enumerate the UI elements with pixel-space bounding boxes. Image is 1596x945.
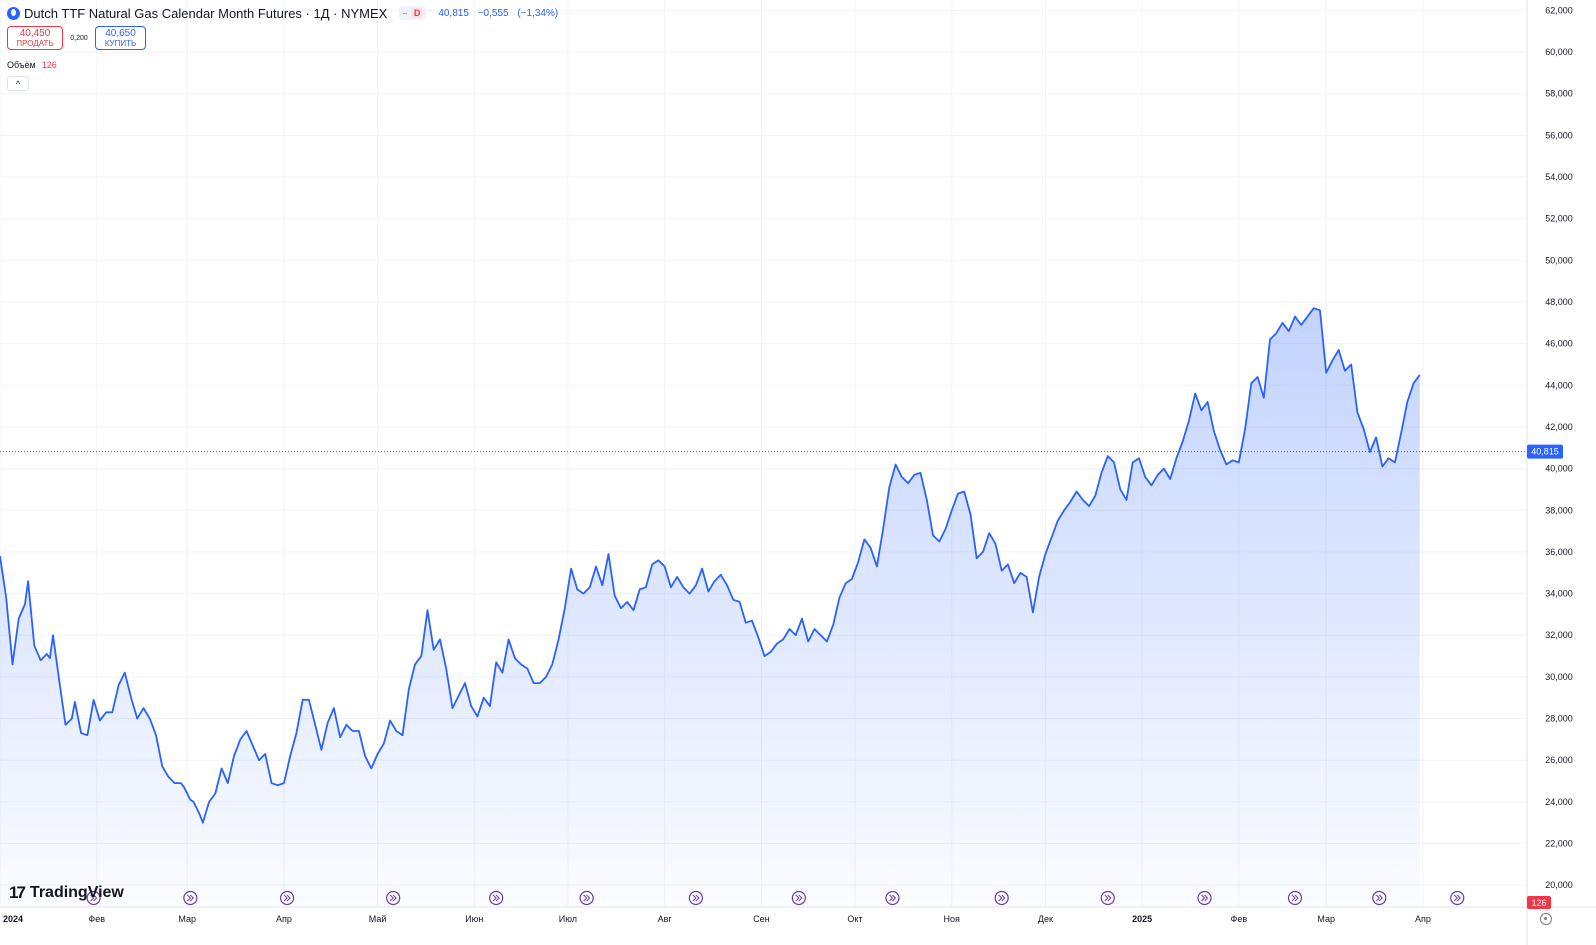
price-tick-label: 32,000 xyxy=(1545,630,1573,640)
price-tick-label: 50,000 xyxy=(1545,255,1573,265)
price-tick-label: 26,000 xyxy=(1545,755,1573,765)
time-tick-label: Фев xyxy=(88,914,105,924)
price-tick-label: 62,000 xyxy=(1545,5,1573,15)
symbol-title[interactable]: Dutch TTF Natural Gas Calendar Month Fut… xyxy=(24,5,388,21)
time-tick-label: Апр xyxy=(1415,914,1431,924)
roll-arrow-icon xyxy=(583,894,591,902)
last-price-value: 40,815 xyxy=(438,7,469,19)
price-tick-label: 48,000 xyxy=(1545,297,1573,307)
time-tick-label: Фев xyxy=(1231,914,1248,924)
time-tick-label: Окт xyxy=(847,914,862,924)
symbol-drop-icon xyxy=(7,6,20,20)
price-tick-label: 42,000 xyxy=(1545,422,1573,432)
time-axis[interactable]: 2024 Фев Мар Апр Май Июн Июл Авг Сен Окт Ноя Дек 202… xyxy=(3,914,1431,924)
settings-gear-icon[interactable] xyxy=(1540,913,1552,925)
price-tick-label: 36,000 xyxy=(1545,547,1573,557)
price-tick-label: 46,000 xyxy=(1545,339,1573,349)
price-tick-label: 58,000 xyxy=(1545,89,1573,99)
volume-last-badge xyxy=(1527,896,1551,909)
price-change-percent: (−1,34%) xyxy=(517,7,559,19)
trade-buttons: 40,450 ПРОДАТЬ 0,200 40,650 КУПИТЬ xyxy=(7,26,146,50)
time-tick-label: Ноя xyxy=(944,914,961,924)
price-area-fill xyxy=(0,308,1420,906)
roll-arrow-icon xyxy=(1201,894,1209,902)
sell-price: 40,450 xyxy=(19,27,51,39)
volume-last-badge-text: 126 xyxy=(1531,898,1546,908)
price-tick-label: 52,000 xyxy=(1545,214,1573,224)
time-tick-label: 2024 xyxy=(3,914,23,924)
sell-button[interactable]: 40,450 ПРОДАТЬ xyxy=(7,26,63,50)
last-price-badge xyxy=(1527,444,1563,459)
roll-arrow-icon xyxy=(692,894,700,902)
price-tick-label: 30,000 xyxy=(1545,672,1573,682)
roll-arrow-icon xyxy=(283,894,291,902)
spread-value: 0,200 xyxy=(70,34,88,42)
time-tick-label: Сен xyxy=(753,914,770,924)
time-tick-label: Апр xyxy=(276,914,292,924)
roll-arrow-icon xyxy=(492,894,500,902)
roll-arrow-icon xyxy=(389,894,397,902)
status-pill[interactable]: ∙∙∙ D xyxy=(399,6,427,20)
roll-arrow-icon xyxy=(889,894,897,902)
time-tick-label: Июл xyxy=(559,914,577,924)
price-tick-label: 44,000 xyxy=(1545,380,1573,390)
price-tick-label: 56,000 xyxy=(1545,130,1573,140)
price-change-value: −0,555 xyxy=(477,7,509,19)
chart-legend: Dutch TTF Natural Gas Calendar Month Fut… xyxy=(7,4,564,22)
volume-legend[interactable]: Объём 126 xyxy=(7,60,57,70)
time-tick-label: Май xyxy=(369,914,387,924)
time-tick-label: Мар xyxy=(178,914,196,924)
time-tick-label: Мар xyxy=(1317,914,1335,924)
buy-label: КУПИТЬ xyxy=(104,38,137,48)
price-tick-label: 28,000 xyxy=(1545,714,1573,724)
price-tick-label: 60,000 xyxy=(1545,47,1573,57)
roll-arrow-icon xyxy=(1104,894,1112,902)
buy-price: 40,650 xyxy=(105,27,136,39)
dots-icon: ∙∙∙ xyxy=(402,8,407,18)
price-tick-label: 38,000 xyxy=(1545,505,1573,515)
roll-arrow-icon xyxy=(1291,894,1299,902)
volume-legend-label: Объём xyxy=(7,60,36,70)
price-series-line[interactable] xyxy=(0,307,1421,824)
contract-roll-markers[interactable] xyxy=(86,890,1465,906)
roll-arrow-icon xyxy=(90,894,98,902)
collapse-legend-button[interactable]: ^ xyxy=(7,76,29,91)
time-tick-label: 2025 xyxy=(1132,914,1152,924)
price-tick-label: 40,000 xyxy=(1545,464,1573,474)
chevron-up-icon: ^ xyxy=(15,78,21,89)
price-tick-label: 34,000 xyxy=(1545,589,1573,599)
time-tick-label: Июн xyxy=(465,914,483,924)
sell-label: ПРОДАТЬ xyxy=(16,38,54,48)
price-tick-label: 20,000 xyxy=(1545,880,1573,890)
time-tick-label: Авг xyxy=(658,914,673,924)
roll-arrow-icon xyxy=(1375,894,1383,902)
time-tick-label: Дек xyxy=(1038,914,1053,924)
price-axis[interactable]: 20,000 22,000 24,000 26,000 28,000 30,000 32,0… xyxy=(1545,5,1573,890)
buy-button[interactable]: 40,650 КУПИТЬ xyxy=(95,26,146,50)
tradingview-logo[interactable]: 17 TradingView xyxy=(9,883,124,903)
volume-legend-value: 126 xyxy=(41,60,57,70)
last-price-badge-text: 40,815 xyxy=(1531,447,1559,457)
roll-arrow-icon xyxy=(186,894,195,902)
price-tick-label: 22,000 xyxy=(1545,839,1573,849)
roll-arrow-icon xyxy=(1453,894,1461,902)
delayed-badge: D xyxy=(410,8,424,18)
last-price-info: 40,815 −0,555 (−1,34%) xyxy=(438,8,564,19)
roll-arrow-icon xyxy=(795,894,803,902)
tradingview-logo-text: TradingView xyxy=(29,884,124,901)
price-tick-label: 24,000 xyxy=(1545,797,1573,807)
tradingview-logo-mark: 17 xyxy=(9,883,26,902)
price-tick-label: 54,000 xyxy=(1545,172,1573,182)
roll-arrow-icon xyxy=(998,894,1006,902)
